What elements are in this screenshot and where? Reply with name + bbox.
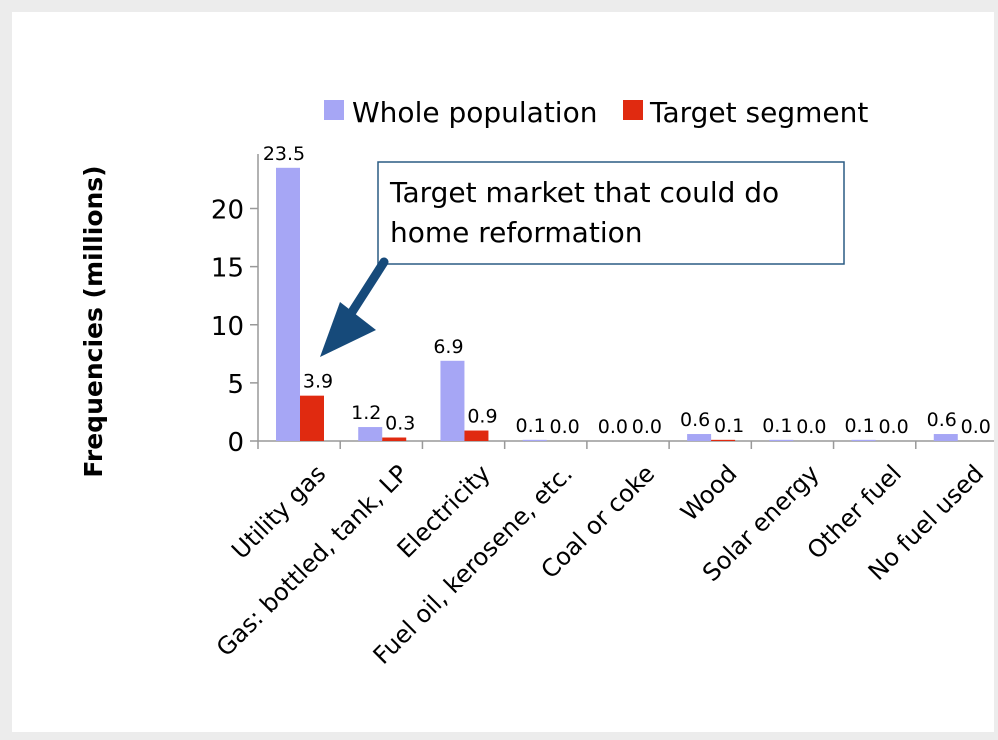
x-tick-label: Wood [675,459,742,526]
callout-arrow-head [320,302,376,357]
data-label: 0.3 [385,413,415,435]
data-label: 0.0 [598,416,628,438]
bar-whole-population [933,434,958,441]
data-label: 0.0 [961,416,991,438]
legend-box [318,91,890,137]
data-label: 6.9 [433,336,463,358]
chart-panel: 0 5 10 15 20 Frequencies (millions) Utility ga… [12,12,994,732]
data-label: 0.1 [516,415,546,437]
y-tick-label: 10 [211,312,244,342]
callout-text-line-2: home reformation [390,216,642,249]
y-tick-label: 15 [211,254,244,284]
bar-target-segment [382,437,407,441]
bar-whole-population [769,439,794,441]
data-label: 3.9 [303,371,333,393]
data-label: 0.1 [844,415,874,437]
callout-box [377,161,845,265]
bar-whole-population [276,167,300,441]
bar-target-segment [300,395,324,441]
bar-target-segment [464,430,489,441]
data-label: 0.1 [714,415,744,437]
legend-label-target-segment: Target segment [649,96,868,129]
legend-label-whole-population: Whole population [352,96,597,129]
bar-target-segment [711,439,736,441]
bar-whole-population [358,427,383,441]
data-label: 1.2 [351,402,381,424]
data-label: 0.0 [796,416,826,438]
y-tick-label: 20 [211,196,244,226]
data-label: 0.6 [680,409,710,431]
data-label: 0.0 [550,416,580,438]
y-tick-label: 0 [227,428,244,458]
legend-swatch-target-segment [623,100,643,120]
data-label: 0.9 [467,406,497,428]
data-label: 0.0 [632,416,662,438]
y-axis-label: Frequencies (millions) [79,165,108,477]
bar-whole-population [522,439,547,441]
data-label: 0.6 [927,409,957,431]
bar-whole-population [440,360,465,441]
legend-swatch-whole-population [324,100,344,120]
callout-text-line-1: Target market that could do [389,176,779,209]
bar-whole-population [687,434,712,441]
data-label: 23.5 [263,143,305,165]
callout-arrow-shaft [347,257,389,317]
data-label: 0.1 [762,415,792,437]
bar-whole-population [851,439,876,441]
data-label: 0.0 [878,416,908,438]
y-tick-label: 5 [227,370,244,400]
